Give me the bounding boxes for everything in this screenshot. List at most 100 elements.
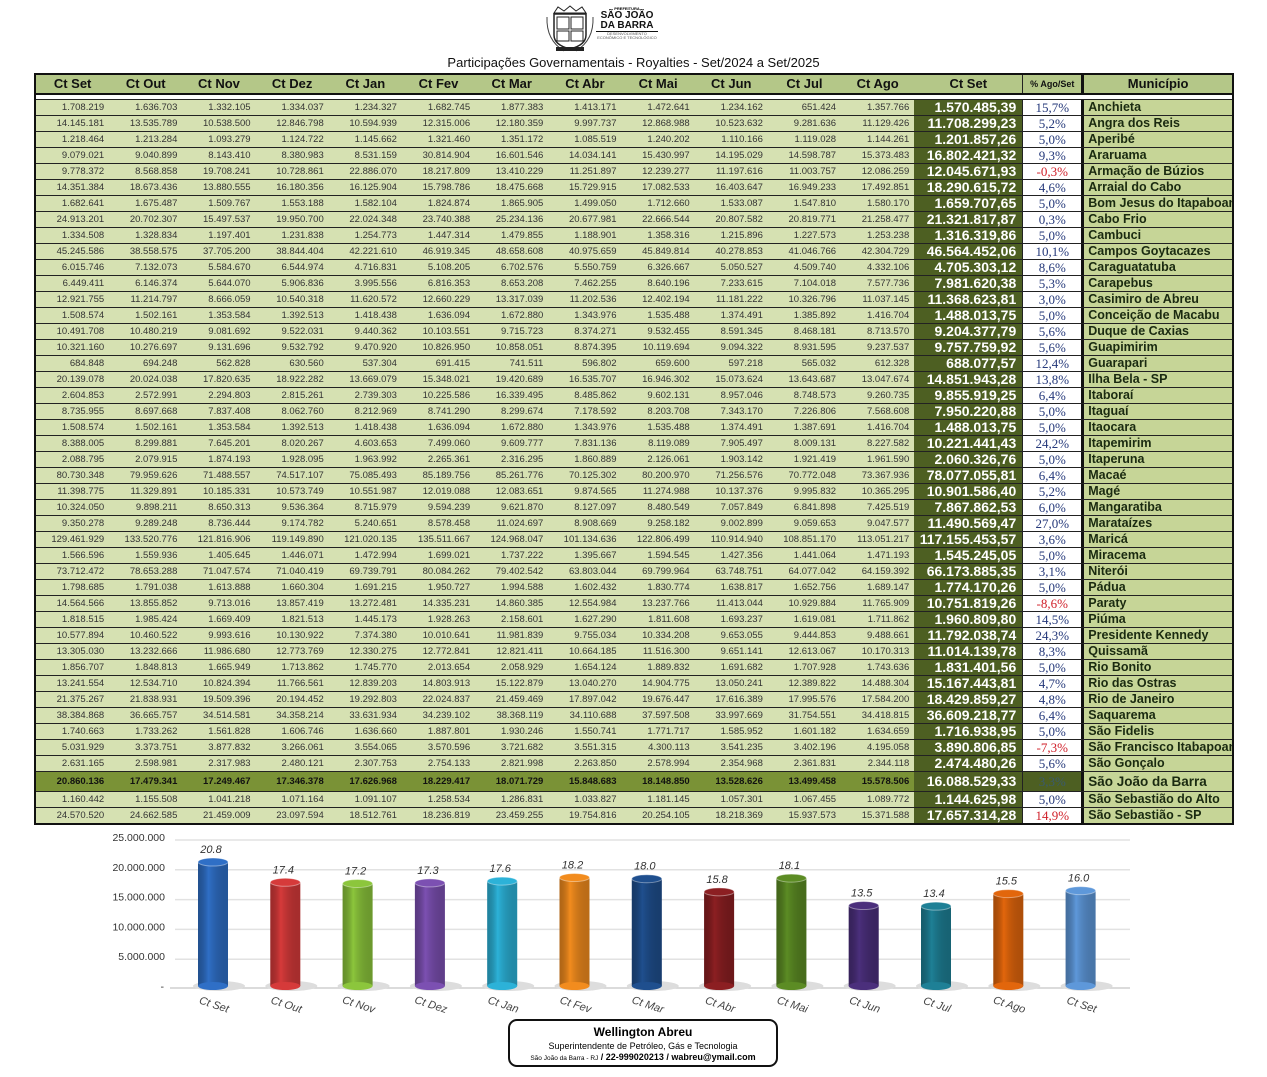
total-value: 18.429.859,27 xyxy=(914,692,1023,707)
column-header: Ct Set xyxy=(36,75,110,93)
month-value: 1.874.193 xyxy=(182,452,256,467)
month-value: 13.643.687 xyxy=(767,372,842,387)
month-value: 1.665.949 xyxy=(182,660,256,675)
month-value: 71.256.576 xyxy=(694,468,768,483)
month-value: 2.294.803 xyxy=(182,388,256,403)
month-value: 9.470.920 xyxy=(328,340,402,355)
month-value: 8.568.858 xyxy=(109,164,183,179)
month-value: 1.145.662 xyxy=(328,132,402,147)
month-value: 11.274.988 xyxy=(621,484,695,499)
month-value: 10.185.331 xyxy=(182,484,256,499)
municipality-name: Maricá xyxy=(1081,532,1232,547)
percent-change: 4,6% xyxy=(1022,180,1082,195)
month-value: 18.148.850 xyxy=(621,772,695,791)
month-value: 3.541.235 xyxy=(694,740,768,755)
bar-shading xyxy=(631,878,662,986)
bar-shading xyxy=(704,891,735,986)
month-value: 11.329.891 xyxy=(109,484,183,499)
month-value: 22.666.544 xyxy=(621,212,695,227)
bar-top xyxy=(848,901,880,911)
bar-bottom xyxy=(270,982,301,990)
x-tick-label: Ct Abr xyxy=(704,995,738,1016)
table-row: 13.241.554 12.534.710 10.824.394 11.766.561… xyxy=(36,675,1232,691)
month-value: 1.093.279 xyxy=(182,132,256,147)
table-row: 129.461.929 133.520.776 121.816.906 119.149… xyxy=(36,531,1232,547)
table-row: 1.682.641 1.675.487 1.509.767 1.553.188 1.58… xyxy=(36,195,1232,211)
month-value: 7.104.018 xyxy=(767,276,842,291)
month-value: 17.820.635 xyxy=(182,372,256,387)
month-value: 1.791.038 xyxy=(109,580,183,595)
month-value: 12.315.006 xyxy=(401,116,476,131)
municipality-name: Paraty xyxy=(1081,596,1232,611)
month-value: 1.856.707 xyxy=(36,660,110,675)
table-row: 14.351.384 18.673.436 13.880.555 16.180.356… xyxy=(36,179,1232,195)
column-header: % Ago/Set xyxy=(1022,75,1082,93)
percent-change: 5,2% xyxy=(1022,484,1082,499)
month-value: 3.570.596 xyxy=(401,740,476,755)
month-value: 45.849.814 xyxy=(621,244,695,259)
total-value: 46.564.452,06 xyxy=(914,244,1023,259)
month-value: 101.134.636 xyxy=(548,532,622,547)
month-value: 1.353.584 xyxy=(182,308,256,323)
month-value: 1.405.645 xyxy=(182,548,256,563)
table-row: 45.245.586 38.558.575 37.705.200 38.844.404… xyxy=(36,243,1232,259)
month-value: 11.516.300 xyxy=(621,644,695,659)
month-value: 12.330.275 xyxy=(328,644,402,659)
month-value: 20.139.078 xyxy=(36,372,110,387)
month-value: 9.536.364 xyxy=(255,500,329,515)
municipality-name: São Sebastião - SP xyxy=(1081,808,1232,823)
month-value: 20.194.452 xyxy=(255,692,329,707)
month-value: 1.155.508 xyxy=(109,792,183,807)
table-row: 14.145.181 13.535.789 10.538.500 12.846.798… xyxy=(36,115,1232,131)
total-value: 9.757.759,92 xyxy=(914,340,1023,355)
month-value: 3.266.061 xyxy=(255,740,329,755)
percent-change: 5,0% xyxy=(1022,548,1082,563)
month-value: 11.981.839 xyxy=(475,628,549,643)
month-value: 8.650.313 xyxy=(182,500,256,515)
month-value: 1.392.513 xyxy=(255,420,329,435)
month-value: 1.652.756 xyxy=(767,580,842,595)
total-value: 7.950.220,88 xyxy=(914,404,1023,419)
month-value: 12.772.841 xyxy=(401,644,476,659)
month-value: 15.578.506 xyxy=(841,772,915,791)
month-value: 5.906.836 xyxy=(255,276,329,291)
month-value: 20.807.582 xyxy=(694,212,768,227)
month-value: 10.858.051 xyxy=(475,340,549,355)
month-value: 2.572.991 xyxy=(109,388,183,403)
month-value: 2.263.850 xyxy=(548,756,622,771)
month-value: 1.144.261 xyxy=(841,132,915,147)
percent-change: 15,7% xyxy=(1022,100,1082,115)
month-value: 15.497.537 xyxy=(182,212,256,227)
month-value: 8.640.196 xyxy=(621,276,695,291)
month-value: 13.317.039 xyxy=(475,292,549,307)
month-value: 7.499.060 xyxy=(401,436,476,451)
month-value: 7.343.170 xyxy=(694,404,768,419)
month-value: 38.844.404 xyxy=(255,244,329,259)
month-value: 2.079.915 xyxy=(109,452,183,467)
month-value: 1.654.124 xyxy=(548,660,622,675)
total-value: 2.474.480,26 xyxy=(914,756,1023,771)
month-value: 34.110.688 xyxy=(548,708,622,723)
month-value: 1.737.222 xyxy=(475,548,549,563)
municipality-name: Marataízes xyxy=(1081,516,1232,531)
month-value: 34.514.581 xyxy=(182,708,256,723)
month-value: 1.472.641 xyxy=(621,100,695,115)
month-value: 1.961.590 xyxy=(841,452,915,467)
bar-shading xyxy=(198,862,228,986)
month-value: 1.865.905 xyxy=(475,196,549,211)
bar-shading xyxy=(270,882,301,986)
total-value: 78.077.055,81 xyxy=(914,468,1023,483)
total-value: 9.855.919,25 xyxy=(914,388,1023,403)
municipality-name: Guapimirim xyxy=(1081,340,1232,355)
month-value: 11.202.536 xyxy=(548,292,622,307)
month-value: 1.559.936 xyxy=(109,548,183,563)
bar-bottom xyxy=(198,982,228,990)
month-value: 9.997.737 xyxy=(548,116,622,131)
month-value: 8.485.862 xyxy=(548,388,622,403)
bar-shading xyxy=(1065,890,1096,986)
month-value: 1.502.161 xyxy=(109,308,183,323)
table-header: Ct Set Ct Out Ct Nov Ct Dez Ct Jan Ct Fev Ct M… xyxy=(36,75,1232,93)
month-value: 9.874.565 xyxy=(548,484,622,499)
month-value: 9.444.853 xyxy=(767,628,842,643)
month-value: 13.499.458 xyxy=(767,772,842,791)
